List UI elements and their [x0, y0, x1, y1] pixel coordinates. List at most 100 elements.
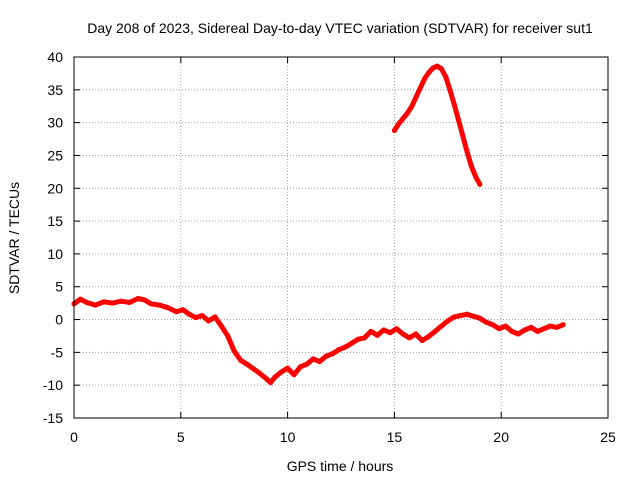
data-point: [413, 95, 419, 101]
data-point: [443, 74, 449, 80]
data-point: [263, 376, 269, 382]
data-point: [483, 319, 489, 325]
data-point: [515, 331, 521, 337]
data-point: [458, 313, 464, 319]
data-point: [310, 356, 316, 362]
data-point: [355, 336, 361, 342]
data-point: [464, 149, 470, 154]
data-point: [135, 296, 141, 301]
data-point: [451, 101, 457, 107]
x-axis-label: GPS time / hours: [287, 458, 394, 474]
data-point: [496, 326, 502, 332]
data-series: [71, 63, 566, 386]
y-tick-label: 35: [47, 82, 63, 98]
data-point: [522, 327, 528, 333]
data-point: [456, 117, 461, 123]
data-point: [291, 372, 297, 378]
series-line-1: [71, 296, 566, 386]
x-tick-label: 25: [600, 429, 616, 445]
data-point: [432, 328, 438, 334]
data-point: [490, 322, 496, 328]
data-point: [451, 314, 457, 320]
data-point: [148, 301, 154, 307]
data-point: [304, 361, 310, 367]
data-point: [180, 307, 186, 313]
data-point: [509, 328, 515, 334]
data-point: [186, 311, 192, 317]
data-point: [473, 174, 479, 179]
data-point: [297, 364, 303, 370]
data-point: [118, 298, 124, 304]
data-point: [174, 309, 179, 315]
x-tick-label: 20: [493, 429, 509, 445]
data-point: [430, 65, 436, 71]
data-point: [109, 300, 115, 306]
data-point: [426, 334, 432, 340]
data-point: [101, 299, 107, 305]
data-point: [165, 305, 171, 311]
plot-frame: [73, 56, 609, 419]
y-tick-label: -10: [43, 377, 63, 393]
y-tick-label: 25: [47, 147, 63, 163]
data-point: [391, 128, 397, 133]
y-tick-label: 40: [47, 49, 63, 65]
data-point: [560, 322, 566, 328]
data-point: [84, 300, 90, 305]
data-point: [421, 76, 427, 82]
data-point: [438, 66, 444, 72]
y-tick-label: 30: [47, 115, 63, 131]
x-tick-label: 15: [387, 429, 403, 445]
data-point: [400, 331, 406, 337]
data-point: [404, 110, 410, 116]
data-point: [231, 348, 237, 354]
data-point: [330, 351, 335, 357]
y-tick-label: 10: [47, 246, 63, 262]
grid-lines: [74, 57, 608, 418]
data-point: [368, 328, 374, 334]
data-point: [535, 328, 540, 334]
data-point: [199, 313, 205, 319]
data-point: [417, 86, 423, 91]
data-point: [250, 366, 256, 372]
data-point: [206, 318, 212, 324]
data-point: [464, 311, 470, 317]
data-point: [470, 313, 476, 319]
data-point: [244, 361, 250, 367]
data-point: [409, 104, 414, 110]
x-tick-label: 0: [70, 429, 78, 445]
axis-ticks: 0 5 10 15 20 25 -15 -10 -5 0 5 10 15 20 25 30 35 40: [43, 49, 616, 445]
data-point: [238, 357, 244, 363]
y-tick-label: -15: [43, 410, 63, 426]
data-point: [413, 331, 419, 337]
data-point: [438, 323, 444, 329]
data-point: [212, 314, 218, 320]
data-point: [127, 300, 132, 305]
data-point: [257, 370, 263, 376]
data-point: [528, 324, 534, 330]
data-point: [381, 327, 387, 333]
data-point: [426, 70, 432, 76]
data-point: [349, 340, 355, 346]
data-point: [396, 121, 402, 127]
x-tick-label: 5: [177, 429, 185, 445]
data-point: [400, 116, 406, 122]
data-point: [503, 323, 508, 329]
data-point: [406, 335, 412, 341]
data-point: [362, 335, 367, 341]
data-point: [77, 296, 83, 302]
y-tick-label: 0: [55, 312, 63, 328]
data-point: [434, 63, 440, 69]
y-tick-label: -5: [51, 344, 64, 360]
data-point: [193, 315, 199, 321]
y-tick-label: 15: [47, 213, 63, 229]
data-point: [445, 318, 451, 324]
y-tick-label: 20: [47, 180, 63, 196]
data-point: [554, 324, 560, 330]
data-point: [142, 297, 147, 303]
data-point: [468, 163, 474, 169]
data-point: [460, 133, 466, 139]
data-point: [225, 333, 231, 339]
data-point: [156, 302, 162, 308]
series-line-2: [391, 63, 483, 187]
